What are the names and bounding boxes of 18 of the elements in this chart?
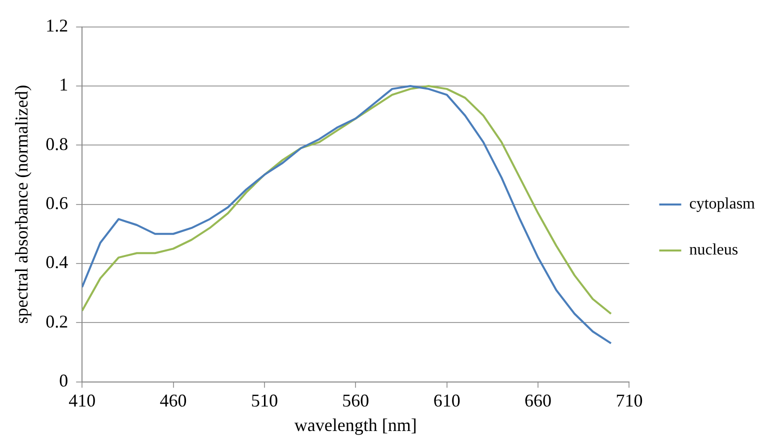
x-tick-label: 460 bbox=[160, 390, 187, 410]
y-tick-label: 0 bbox=[59, 370, 68, 391]
y-tick-label: 0.2 bbox=[46, 311, 68, 332]
x-axis-title: wavelength [nm] bbox=[294, 414, 417, 435]
x-tick-label: 560 bbox=[342, 390, 370, 410]
y-tick-label: 0.8 bbox=[46, 134, 68, 154]
x-tick-label: 610 bbox=[433, 390, 460, 410]
x-tick-label: 660 bbox=[524, 390, 552, 410]
legend-label: nucleus bbox=[689, 242, 738, 259]
y-tick-label: 1 bbox=[59, 74, 68, 95]
y-tick-label: 0.4 bbox=[46, 252, 68, 272]
x-tick-label: 710 bbox=[616, 390, 643, 410]
y-axis-title: spectral absorbance (normalized) bbox=[12, 84, 32, 324]
x-tick-label: 410 bbox=[68, 390, 96, 410]
legend-label: cytoplasm bbox=[689, 196, 756, 213]
y-tick-label: 0.6 bbox=[46, 193, 68, 214]
x-tick-label: 510 bbox=[250, 390, 278, 410]
y-tick-label: 1.2 bbox=[46, 16, 68, 36]
